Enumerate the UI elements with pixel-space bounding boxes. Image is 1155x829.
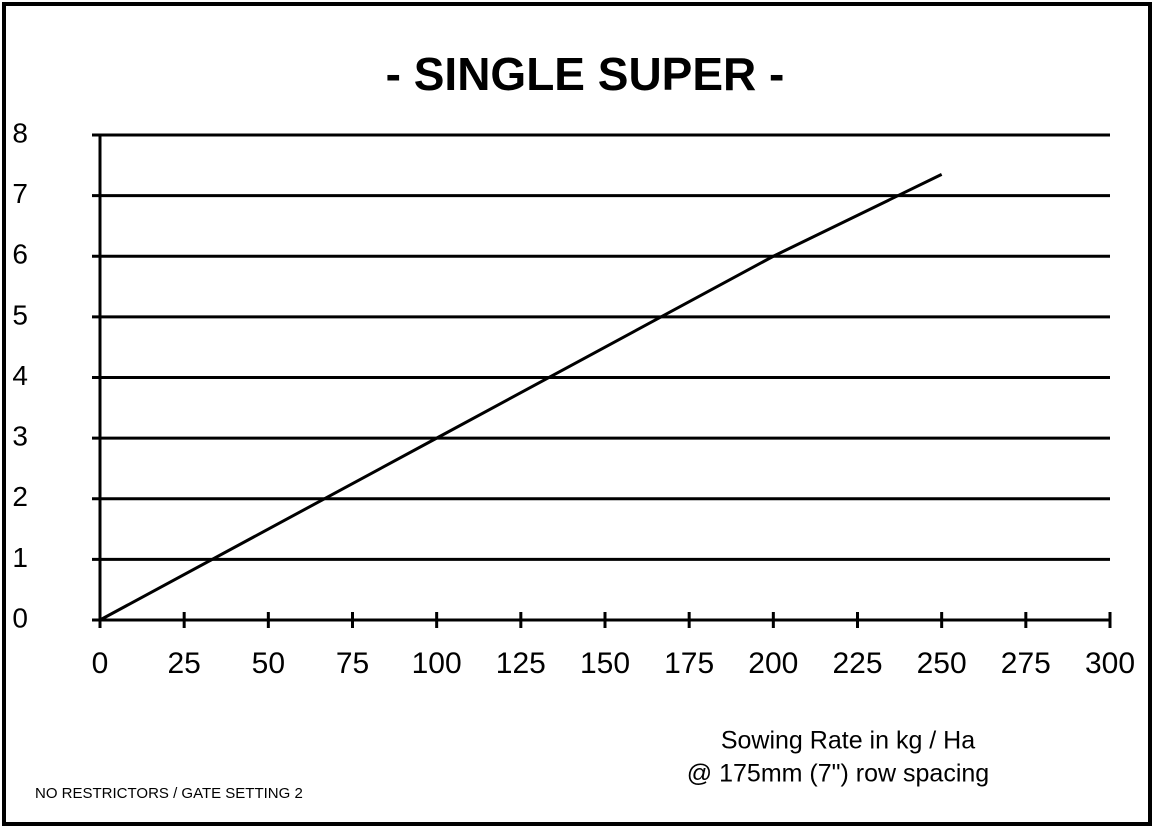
x-tick-label: 250 bbox=[917, 647, 967, 680]
y-tick-label: 6 bbox=[12, 239, 28, 270]
y-tick-label: 5 bbox=[12, 299, 28, 330]
x-tick-label: 100 bbox=[412, 647, 462, 680]
data-line bbox=[99, 173, 943, 622]
x-tick-label: 200 bbox=[748, 647, 798, 680]
x-tick-label: 125 bbox=[496, 647, 546, 680]
y-tick-label: 3 bbox=[12, 421, 28, 452]
x-tick-label: 275 bbox=[1001, 647, 1051, 680]
y-tick-label: 0 bbox=[12, 602, 28, 633]
x-tick-label: 300 bbox=[1085, 647, 1135, 680]
note: NO RESTRICTORS / GATE SETTING 2 bbox=[35, 785, 303, 802]
x-tick-label: 225 bbox=[832, 647, 882, 680]
y-tick-label: 4 bbox=[12, 360, 28, 391]
y-tick-label: 8 bbox=[12, 117, 28, 148]
y-tick-label: 2 bbox=[12, 481, 28, 512]
x-axis-label: Sowing Rate in kg / Ha bbox=[721, 727, 975, 755]
x-tick-label: 175 bbox=[664, 647, 714, 680]
x-tick-label: 25 bbox=[167, 647, 200, 680]
y-tick-label: 1 bbox=[12, 542, 28, 573]
x-axis-label: @ 175mm (7") row spacing bbox=[687, 760, 989, 788]
x-tick-label: 50 bbox=[252, 647, 285, 680]
y-tick-label: 7 bbox=[12, 178, 28, 209]
x-tick-label: 0 bbox=[92, 647, 109, 680]
chart-title: - SINGLE SUPER - bbox=[386, 48, 785, 100]
x-tick-label: 75 bbox=[336, 647, 369, 680]
x-tick-label: 150 bbox=[580, 647, 630, 680]
